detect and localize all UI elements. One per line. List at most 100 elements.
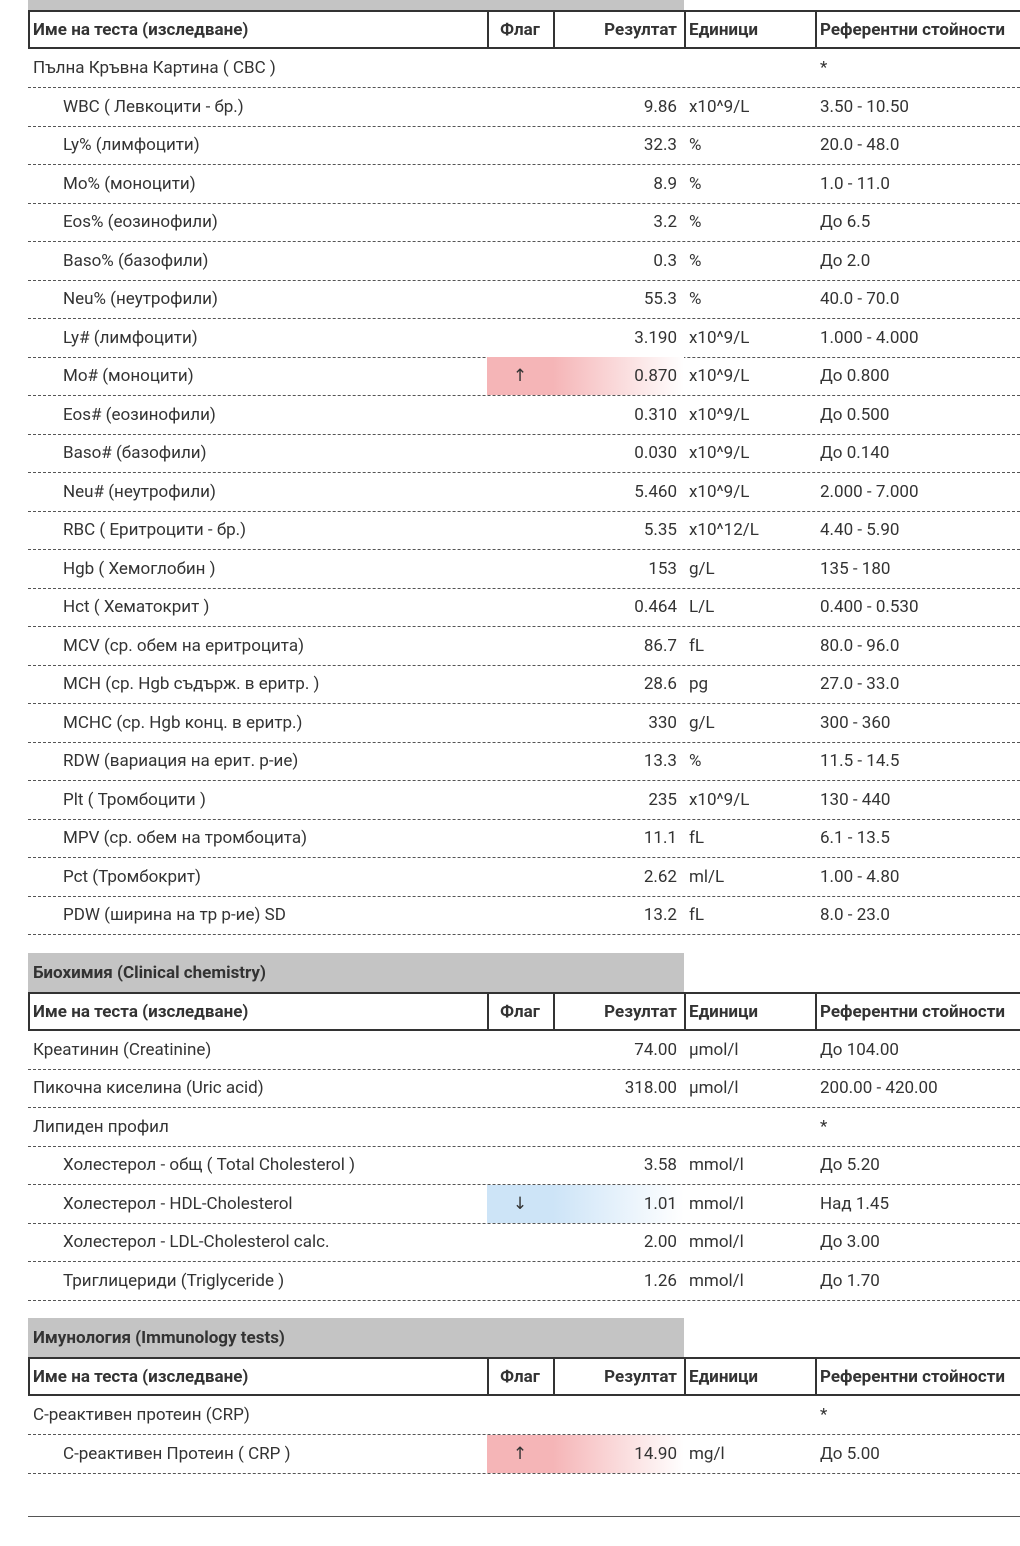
- row-divider: [28, 664, 1020, 666]
- flag-highlight: [487, 1184, 553, 1223]
- header-divider: [553, 991, 555, 1031]
- row-divider: [28, 857, 1020, 859]
- units: mmol/l: [689, 1232, 744, 1253]
- footer-line: [28, 1516, 1020, 1517]
- reference: 1.00 - 4.80: [820, 866, 900, 887]
- units: %: [689, 751, 702, 772]
- reference: 27.0 - 33.0: [820, 674, 900, 695]
- header-divider: [815, 1357, 817, 1396]
- header-divider: [684, 991, 686, 1031]
- reference: Над 1.45: [820, 1193, 889, 1214]
- header-divider: [815, 991, 817, 1031]
- result: 3.2: [653, 212, 677, 233]
- header-result: Резултат: [604, 1001, 677, 1022]
- test-name: Креатинин (Creatinine): [33, 1039, 212, 1060]
- reference: 3.50 - 10.50: [820, 96, 909, 117]
- header-flag: Флаг: [500, 20, 540, 40]
- test-name: Холестерол - общ ( Total Cholesterol ): [63, 1155, 356, 1176]
- header-reference: Референтни стойности: [820, 1367, 1006, 1387]
- header-row: [28, 991, 1020, 1031]
- row-divider: [28, 1222, 1020, 1224]
- row-divider: [28, 472, 1020, 474]
- header-divider: [487, 10, 489, 49]
- result: 0.870: [634, 366, 677, 387]
- row-divider: [28, 318, 1020, 320]
- result: 153: [648, 558, 677, 579]
- test-name: Липиден профил: [33, 1116, 169, 1137]
- reference: 135 - 180: [820, 558, 891, 579]
- reference: 80.0 - 96.0: [820, 635, 900, 656]
- test-name: MPV (ср. обем на тромбоцита): [63, 828, 308, 849]
- test-name: Ly# (лимфоцити): [63, 327, 198, 348]
- row-divider: [28, 626, 1020, 628]
- row-divider: [28, 780, 1020, 782]
- units: fL: [689, 905, 705, 926]
- result: 0.464: [634, 597, 677, 618]
- reference: 8.0 - 23.0: [820, 905, 890, 926]
- row-divider: [28, 279, 1020, 281]
- test-name: C-реактивен Протеин ( CRP ): [63, 1443, 291, 1464]
- result: 330: [648, 712, 677, 733]
- result: 74.00: [634, 1039, 677, 1060]
- row-divider: [28, 87, 1020, 89]
- test-name: Mo# (моноцити): [63, 366, 194, 387]
- reference: *: [820, 1405, 828, 1426]
- result: 0.3: [653, 250, 677, 271]
- header-result: Резултат: [604, 1367, 677, 1387]
- test-name: RBC ( Еритроцити - бр.): [63, 520, 247, 541]
- header-flag: Флаг: [500, 1367, 540, 1387]
- test-name: MCHC (ср. Hgb конц. в еритр.): [63, 712, 303, 733]
- reference: 1.0 - 11.0: [820, 173, 890, 194]
- reference: 6.1 - 13.5: [820, 828, 890, 849]
- units: x10^9/L: [689, 789, 750, 810]
- units: g/L: [689, 712, 715, 733]
- units: x10^9/L: [689, 327, 750, 348]
- result: 235: [648, 789, 677, 810]
- header-units: Единици: [689, 1367, 759, 1387]
- result-highlight: [553, 1184, 684, 1223]
- units: %: [689, 289, 702, 310]
- units: µmol/l: [689, 1039, 739, 1060]
- row-divider: [28, 164, 1020, 166]
- reference: 2.000 - 7.000: [820, 481, 919, 502]
- row-divider: [28, 1145, 1020, 1147]
- test-name: Холестерол - HDL-Cholesterol: [63, 1193, 293, 1214]
- header-result: Резултат: [604, 20, 677, 40]
- units: x10^9/L: [689, 443, 750, 464]
- units: x10^9/L: [689, 404, 750, 425]
- reference: 11.5 - 14.5: [820, 751, 900, 772]
- result: 5.35: [643, 520, 677, 541]
- row-divider: [28, 1261, 1020, 1263]
- flag: ↑: [512, 366, 528, 387]
- reference: До 104.00: [820, 1039, 899, 1060]
- row-divider: [28, 549, 1020, 551]
- reference: 300 - 360: [820, 712, 891, 733]
- reference: 130 - 440: [820, 789, 891, 810]
- result: 1.26: [643, 1270, 677, 1291]
- flag: ↓: [512, 1193, 528, 1214]
- result-highlight: [553, 1434, 684, 1473]
- units: L/L: [689, 597, 715, 618]
- test-name: Plt ( Тромбоцити ): [63, 789, 206, 810]
- header-divider: [684, 1357, 686, 1396]
- result: 5.460: [634, 481, 677, 502]
- header-row: [28, 10, 1020, 49]
- units: g/L: [689, 558, 715, 579]
- row-divider: [28, 703, 1020, 705]
- test-name: Hct ( Хематокрит ): [63, 597, 210, 618]
- units: x10^9/L: [689, 481, 750, 502]
- header-divider: [815, 10, 817, 49]
- test-name: Ly% (лимфоцити): [63, 135, 200, 156]
- header-divider: [487, 991, 489, 1031]
- reference: 0.400 - 0.530: [820, 597, 919, 618]
- units: x10^9/L: [689, 366, 750, 387]
- header-divider: [553, 10, 555, 49]
- units: x10^9/L: [689, 96, 750, 117]
- section-title: Биохимия (Clinical chemistry): [33, 962, 266, 983]
- section-title: Имунология (Immunology tests): [33, 1328, 285, 1348]
- header-reference: Референтни стойности: [820, 20, 1006, 40]
- test-name: Пълна Кръвна Картина ( CBC ): [33, 58, 276, 79]
- test-name: Пикочна киселина (Uric acid): [33, 1078, 264, 1099]
- units: %: [689, 135, 702, 156]
- test-name: Eos% (еозинофили): [63, 212, 218, 233]
